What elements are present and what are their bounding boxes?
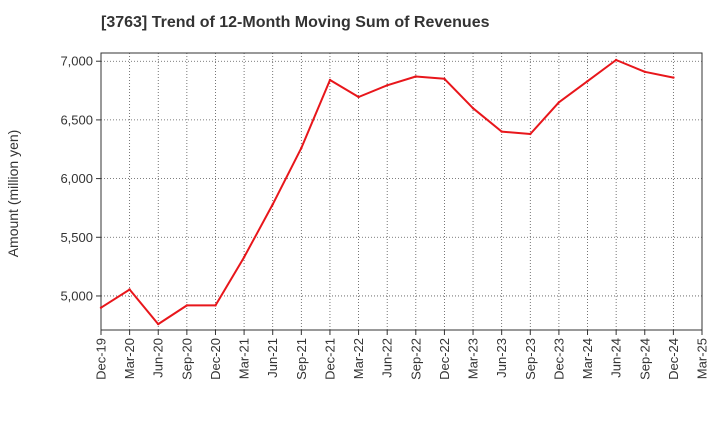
x-tick-label: Mar-24 <box>580 338 595 379</box>
data-point <box>614 58 618 62</box>
x-tick-label: Dec-23 <box>551 338 566 380</box>
y-axis-title: Amount (million yen) <box>5 130 21 258</box>
y-tick-label: 7,000 <box>60 54 93 69</box>
data-point <box>328 78 332 82</box>
data-point <box>357 95 360 99</box>
x-tick-label: Jun-22 <box>380 338 395 378</box>
data-point <box>529 132 532 136</box>
x-tick-label: Jun-21 <box>265 338 280 378</box>
x-tick-label: Mar-21 <box>237 338 252 379</box>
x-tick-label: Jun-20 <box>151 338 166 378</box>
y-tick-label: 6,500 <box>60 112 93 127</box>
x-tick-label: Mar-22 <box>351 338 366 379</box>
data-point <box>643 70 646 74</box>
y-tick-label: 5,500 <box>60 230 93 245</box>
x-tick-label: Mar-20 <box>122 338 137 379</box>
plot-area-frame <box>100 52 703 331</box>
x-tick-label: Sep-20 <box>179 338 194 380</box>
x-tick-label: Dec-20 <box>208 338 223 380</box>
data-point <box>557 101 561 104</box>
data-point <box>386 84 389 87</box>
data-point <box>242 256 246 259</box>
grid-lines <box>101 53 702 330</box>
x-tick-label: Dec-21 <box>322 338 337 380</box>
x-tick-label: Jun-24 <box>609 338 624 378</box>
data-point <box>128 288 131 291</box>
x-tick-label: Dec-24 <box>666 338 681 380</box>
x-axis: Dec-19 Mar-20 Jun-20 Sep-20 Dec-20 Mar-21 Jun-… <box>94 330 710 380</box>
data-point <box>185 304 189 307</box>
data-point <box>99 306 103 309</box>
x-tick-label: Dec-22 <box>437 338 452 380</box>
data-point <box>443 77 446 81</box>
x-tick-label: Mar-23 <box>466 338 481 379</box>
x-tick-label: Sep-23 <box>523 338 538 380</box>
y-tick-label: 6,000 <box>60 171 93 186</box>
x-tick-label: Sep-21 <box>294 338 309 380</box>
x-tick-label: Dec-19 <box>94 338 109 380</box>
y-axis: 5,000 5,500 6,000 6,500 7,000 <box>60 54 101 303</box>
x-tick-label: Jun-23 <box>494 338 509 378</box>
chart-title: [3763] Trend of 12-Month Moving Sum of R… <box>101 14 490 31</box>
x-tick-label: Sep-24 <box>637 338 652 380</box>
data-point <box>214 304 217 307</box>
data-point <box>500 130 503 133</box>
data-point <box>271 203 274 206</box>
data-point <box>672 76 675 79</box>
data-point <box>586 80 589 83</box>
data-point <box>300 146 303 150</box>
y-tick-label: 5,000 <box>60 288 93 303</box>
x-tick-label: Sep-22 <box>408 338 423 380</box>
data-point <box>414 75 417 78</box>
series-layer <box>99 58 675 326</box>
data-point <box>157 322 160 326</box>
data-point <box>471 107 475 110</box>
x-tick-label: Mar-25 <box>695 338 710 379</box>
